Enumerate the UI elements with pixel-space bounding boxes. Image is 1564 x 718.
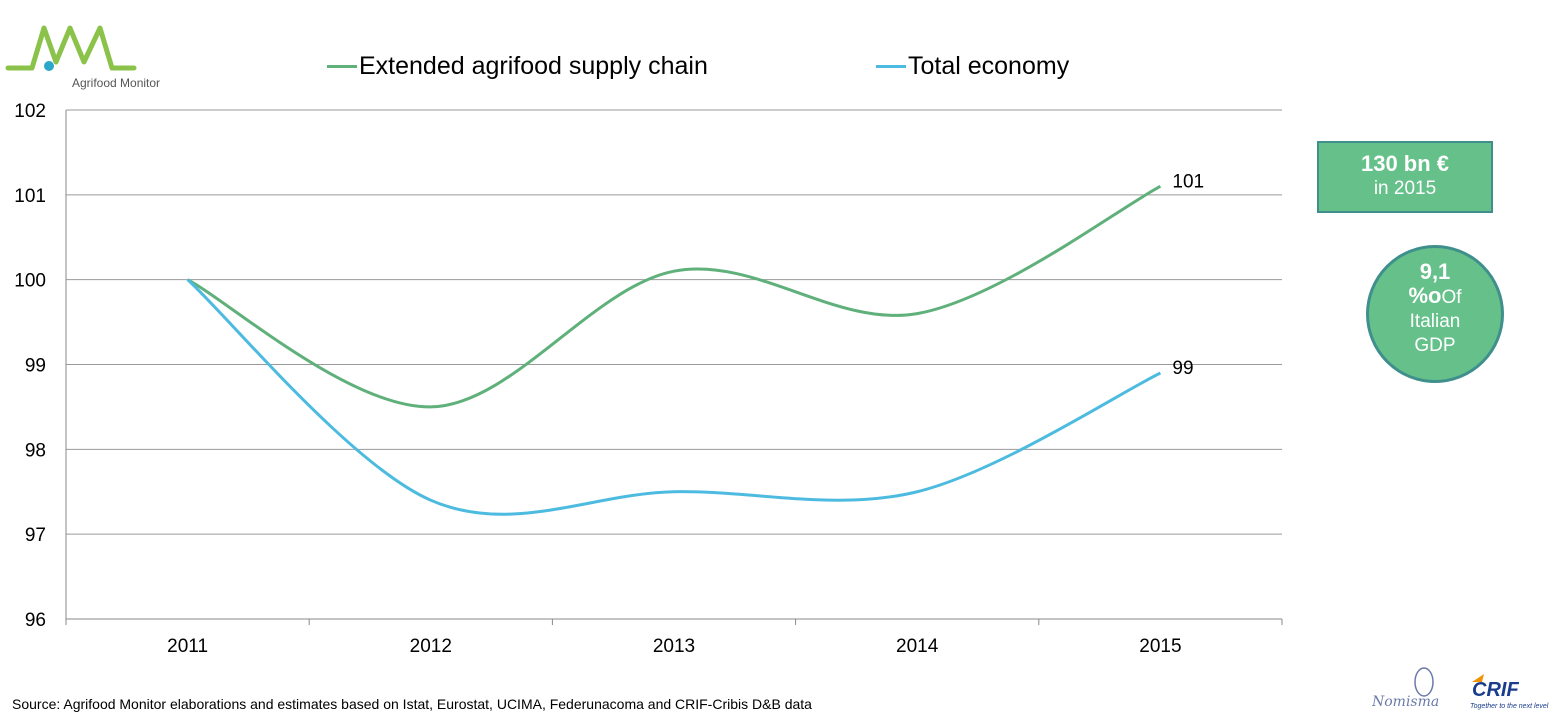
crif-logo: CRIF Together to the next level <box>1470 674 1549 710</box>
legend-label-agrifood: Extended agrifood supply chain <box>359 52 708 80</box>
x-tick-label: 2015 <box>1139 636 1181 657</box>
badge-year: in 2015 <box>1373 178 1437 199</box>
chart-legend: Extended agrifood supply chain Total eco… <box>0 52 1300 88</box>
gdp-share-value: 9,1 <box>1419 259 1451 284</box>
legend-swatch-agrifood <box>327 65 357 68</box>
crif-tagline: Together to the next level <box>1470 703 1549 710</box>
gdp-share-circle: 9,1 %oOf Italian GDP <box>1366 245 1504 383</box>
legend-label-total-economy: Total economy <box>908 52 1070 80</box>
y-tick-label: 96 <box>25 610 46 631</box>
nomisma-logo-text: Nomisma <box>1372 694 1439 710</box>
logo-text: Agrifood Monitor <box>72 76 161 90</box>
y-tick-label: 97 <box>25 525 46 546</box>
x-tick-label: 2014 <box>896 636 939 657</box>
end-label-agrifood: 101 <box>1172 171 1204 192</box>
y-tick-label: 100 <box>14 271 46 292</box>
source-note: Source: Agrifood Monitor elaborations an… <box>12 696 812 712</box>
badge-value: 130 bn € <box>1360 151 1450 176</box>
y-tick-label: 98 <box>25 440 46 461</box>
gdp-share-line3: Italian <box>1409 311 1461 332</box>
legend-swatch-total-economy <box>876 65 906 68</box>
gdp-share-unit: %o <box>1408 283 1442 308</box>
x-tick-label: 2011 <box>167 636 208 657</box>
x-tick-label: 2012 <box>410 636 452 657</box>
y-tick-label: 102 <box>14 101 46 122</box>
agrifood-monitor-logo <box>5 25 137 71</box>
nomisma-logo: Nomisma <box>1372 667 1439 710</box>
end-label-total-economy: 99 <box>1172 358 1193 379</box>
series-line-agrifood <box>186 185 1162 409</box>
legend-item-agrifood: Extended agrifood supply chain <box>327 52 708 81</box>
series-line-total-economy <box>186 278 1162 516</box>
legend-item-total-economy: Total economy <box>876 52 1069 81</box>
value-badge: 130 bn € in 2015 <box>1317 141 1493 213</box>
gdp-share-unit-line: %oOf <box>1408 284 1462 309</box>
y-tick-label: 101 <box>14 186 46 207</box>
gdp-share-line4: GDP <box>1414 335 1456 356</box>
x-tick-label: 2013 <box>653 636 695 657</box>
crif-logo-text: CRIF <box>1472 679 1519 701</box>
gdp-share-of: Of <box>1441 287 1462 308</box>
y-tick-label: 99 <box>25 356 46 377</box>
